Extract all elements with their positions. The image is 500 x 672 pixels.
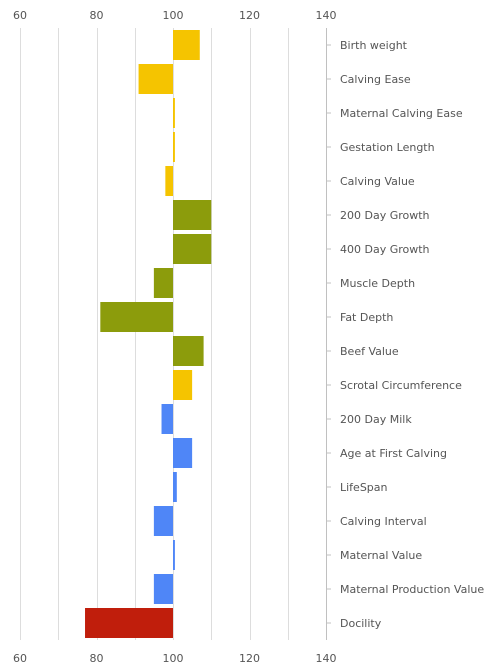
bar-200-day-growth xyxy=(173,200,212,230)
category-label: LifeSpan xyxy=(340,481,388,494)
bar-birth-weight xyxy=(173,30,200,60)
x-tick-label-top: 80 xyxy=(90,9,104,22)
x-axis-top: 60 80 100 120 140 xyxy=(13,9,337,22)
bar-200-day-milk xyxy=(161,404,173,434)
category-label: Calving Ease xyxy=(340,73,411,86)
bar-400-day-growth xyxy=(173,234,212,264)
grid-lines xyxy=(20,28,289,640)
bar-beef-value xyxy=(173,336,204,366)
category-label: Fat Depth xyxy=(340,311,393,324)
bar-age-at-first-calving xyxy=(173,438,193,468)
category-label: 400 Day Growth xyxy=(340,243,430,256)
bar-docility xyxy=(85,608,173,638)
bar-maternal-value xyxy=(173,540,175,570)
category-label: Maternal Production Value xyxy=(340,583,484,596)
x-tick-label-bottom: 80 xyxy=(90,652,104,665)
bar-calving-interval xyxy=(153,506,173,536)
bar-fat-depth xyxy=(100,302,173,332)
category-label: Maternal Value xyxy=(340,549,422,562)
category-label: Muscle Depth xyxy=(340,277,415,290)
category-label: Maternal Calving Ease xyxy=(340,107,463,120)
bar-maternal-production-value xyxy=(153,574,173,604)
x-tick-label-bottom: 60 xyxy=(13,652,27,665)
x-tick-label-bottom: 100 xyxy=(163,652,184,665)
x-tick-label-top: 60 xyxy=(13,9,27,22)
category-label: Age at First Calving xyxy=(340,447,447,460)
x-tick-label-top: 120 xyxy=(239,9,260,22)
x-tick-label-top: 100 xyxy=(163,9,184,22)
category-labels: Birth weight Calving Ease Maternal Calving… xyxy=(340,39,484,630)
category-label: Calving Value xyxy=(340,175,415,188)
category-label: Birth weight xyxy=(340,39,408,52)
bar-maternal-calving-ease xyxy=(173,98,175,128)
x-tick-label-top: 140 xyxy=(316,9,337,22)
bars-group xyxy=(85,30,212,638)
x-tick-label-bottom: 120 xyxy=(239,652,260,665)
bar-calving-ease xyxy=(138,64,173,94)
category-label: 200 Day Growth xyxy=(340,209,430,222)
bar-lifespan xyxy=(173,472,177,502)
category-label: 200 Day Milk xyxy=(340,413,412,426)
y-axis xyxy=(326,28,331,640)
category-label: Calving Interval xyxy=(340,515,427,528)
category-label: Gestation Length xyxy=(340,141,435,154)
bar-gestation-length xyxy=(173,132,175,162)
bar-scrotal-circumference xyxy=(173,370,193,400)
category-label: Beef Value xyxy=(340,345,399,358)
category-label: Docility xyxy=(340,617,382,630)
x-tick-label-bottom: 140 xyxy=(316,652,337,665)
x-axis-bottom: 60 80 100 120 140 xyxy=(13,652,337,665)
category-label: Scrotal Circumference xyxy=(340,379,462,392)
bar-muscle-depth xyxy=(153,268,173,298)
bar-calving-value xyxy=(165,166,173,196)
